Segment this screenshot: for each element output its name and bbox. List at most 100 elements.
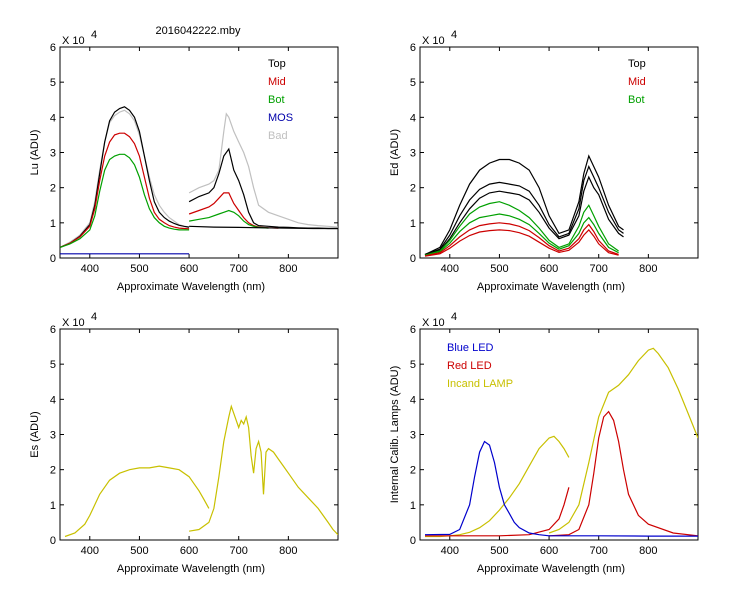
x-tick-label: 400: [441, 545, 459, 557]
y-scale-exponent: 4: [451, 311, 457, 323]
y-tick-label: 0: [410, 253, 416, 265]
series-line-bot: [424, 201, 619, 256]
series-line-blue-led: [424, 440, 698, 537]
legend-entry-blue-led: Blue LED: [447, 342, 494, 354]
y-axis-label: Lu (ADU): [29, 130, 41, 176]
y-tick-label: 5: [50, 77, 56, 89]
y-tick-label: 4: [50, 112, 56, 124]
x-tick-label: 400: [81, 545, 99, 557]
legend-entry-red-led: Red LED: [447, 360, 492, 372]
y-tick-label: 3: [50, 148, 56, 160]
series-line-mid: [424, 222, 619, 257]
x-tick-label: 800: [279, 545, 297, 557]
legend-entry-bad: Bad: [268, 130, 288, 142]
y-axis-label: Ed (ADU): [389, 129, 401, 176]
x-tick-label: 800: [639, 263, 657, 275]
y-tick-label: 2: [50, 183, 56, 195]
legend-entry-mos: MOS: [268, 112, 293, 124]
chart-calib: 0 1 2 3 4 5 6 400 500 600 700 800 X 10 4 Approximate W…: [389, 311, 699, 575]
x-tick-label: 600: [180, 263, 198, 275]
series-line-es: [188, 404, 338, 536]
y-scale-label: X 10: [62, 317, 85, 329]
y-tick-label: 3: [410, 148, 416, 160]
y-scale-exponent: 4: [91, 29, 97, 41]
chart-lu: 0 1 2 3 4 5 6 400 500 600 700 800 X 10 4 Approximate W…: [29, 29, 339, 293]
y-tick-label: 5: [50, 359, 56, 371]
x-tick-label: 600: [540, 545, 558, 557]
series-line-top: [424, 165, 624, 256]
y-scale-label: X 10: [62, 35, 85, 47]
series-line-bad: [188, 112, 338, 228]
x-tick-label: 500: [130, 263, 148, 275]
y-scale-exponent: 4: [91, 311, 97, 323]
series-line-mid: [60, 132, 190, 248]
y-tick-label: 0: [50, 253, 56, 265]
y-scale-label: X 10: [422, 317, 445, 329]
legend-entry-bot: Bot: [268, 94, 285, 106]
x-tick-label: 600: [540, 263, 558, 275]
x-axis-label: Approximate Wavelength (nm): [117, 563, 265, 575]
x-tick-label: 700: [230, 545, 248, 557]
y-tick-label: 0: [410, 535, 416, 547]
x-tick-label: 500: [490, 545, 508, 557]
series-line-top: [424, 175, 624, 256]
x-tick-label: 600: [180, 545, 198, 557]
y-tick-label: 1: [410, 500, 416, 512]
series-line-incand-lamp: [548, 347, 698, 534]
x-axis-label: Approximate Wavelength (nm): [117, 281, 265, 293]
legend-entry-top: Top: [628, 58, 646, 70]
y-axis-label: Internal Calib. Lamps (ADU): [389, 366, 401, 504]
x-tick-label: 400: [441, 263, 459, 275]
y-tick-label: 2: [410, 465, 416, 477]
chart-ed: 0 1 2 3 4 5 6 400 500 600 700 800 X 10 4 Approximate W…: [389, 29, 699, 293]
y-scale-label: X 10: [422, 35, 445, 47]
y-tick-label: 1: [410, 218, 416, 230]
legend-entry-bot: Bot: [628, 94, 645, 106]
figure-title: 2016042222.mby: [155, 25, 241, 37]
y-tick-label: 2: [410, 183, 416, 195]
series-line-bot: [424, 213, 619, 256]
series-line-red-led: [549, 410, 698, 537]
y-tick-label: 3: [50, 430, 56, 442]
y-tick-label: 6: [410, 324, 416, 336]
series-line-bad: [60, 109, 190, 248]
series-line-mid: [424, 228, 619, 257]
x-tick-label: 400: [81, 263, 99, 275]
x-tick-label: 800: [639, 545, 657, 557]
series-line-incand-lamp: [425, 435, 570, 538]
y-tick-label: 0: [50, 535, 56, 547]
y-axis-label: Es (ADU): [29, 411, 41, 457]
x-axis-label: Approximate Wavelength (nm): [477, 281, 625, 293]
y-tick-label: 6: [410, 42, 416, 54]
y-tick-label: 4: [50, 394, 56, 406]
y-tick-label: 4: [410, 112, 416, 124]
series-line-top: [60, 106, 190, 248]
plot-frame: [59, 328, 339, 541]
series-line-top: [424, 154, 624, 256]
x-tick-label: 500: [130, 545, 148, 557]
y-tick-label: 5: [410, 77, 416, 89]
y-tick-label: 1: [50, 500, 56, 512]
series-line-es: [64, 465, 210, 538]
x-tick-label: 700: [230, 263, 248, 275]
legend-entry-top: Top: [268, 58, 286, 70]
y-tick-label: 2: [50, 465, 56, 477]
series-line-top: [189, 225, 338, 230]
x-tick-label: 700: [590, 545, 608, 557]
y-tick-label: 6: [50, 324, 56, 336]
y-tick-label: 3: [410, 430, 416, 442]
series-line-red-led: [425, 487, 570, 537]
x-tick-label: 500: [490, 263, 508, 275]
chart-es: 0 1 2 3 4 5 6 400 500 600 700 800 X 10 4 Approximate W…: [29, 311, 339, 575]
y-tick-label: 4: [410, 394, 416, 406]
x-tick-label: 700: [590, 263, 608, 275]
plot-frame: [419, 46, 699, 259]
series-line-bot: [60, 153, 190, 248]
series-line-bot: [188, 209, 269, 229]
y-scale-exponent: 4: [451, 29, 457, 41]
y-tick-label: 5: [410, 359, 416, 371]
x-axis-label: Approximate Wavelength (nm): [477, 563, 625, 575]
legend-entry-incand-lamp: Incand LAMP: [447, 378, 513, 390]
